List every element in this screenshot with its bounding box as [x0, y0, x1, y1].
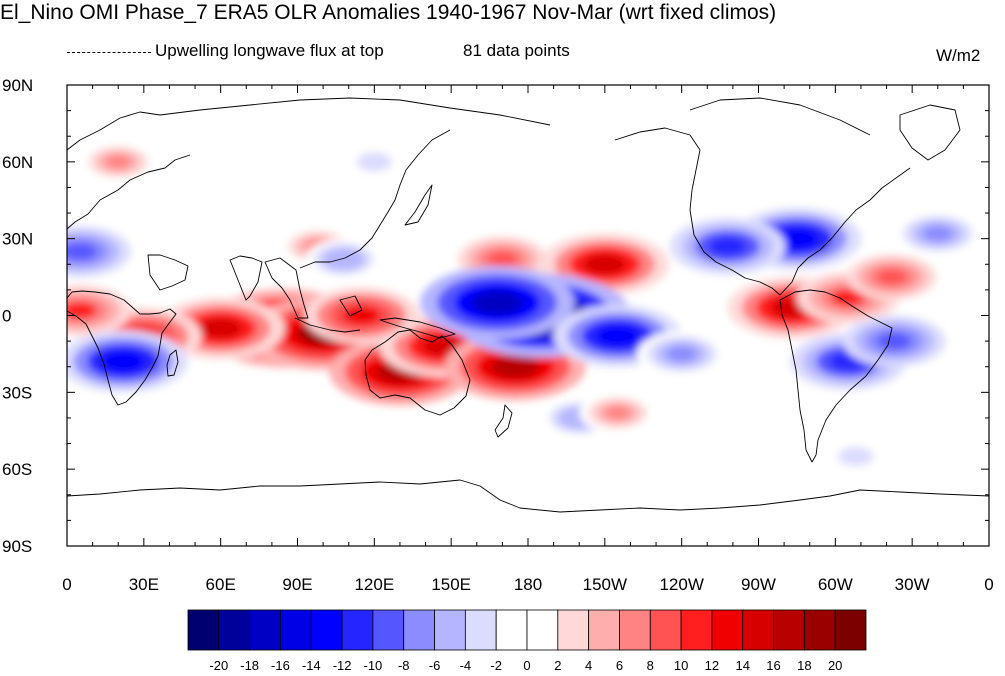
- colorbar-label: -20: [209, 658, 228, 673]
- colorbar-label: 18: [797, 658, 811, 673]
- colorbar-swatch: [187, 609, 220, 651]
- colorbar-swatch: [526, 609, 559, 651]
- colorbar-swatch: [495, 609, 528, 651]
- colorbar-swatch: [249, 609, 281, 651]
- anomaly-blob: [708, 236, 748, 256]
- data-points-label: 81 data points: [463, 41, 570, 60]
- lat-tick-label: 60N: [2, 153, 33, 172]
- anomaly-blob: [877, 332, 912, 350]
- lon-tick-label: 60E: [206, 575, 236, 594]
- colorbar-label: 4: [585, 658, 592, 673]
- anomaly-blob: [922, 225, 953, 242]
- anomaly-blob: [471, 290, 524, 315]
- anomaly-blob: [831, 289, 866, 307]
- lon-tick-label: 60W: [818, 575, 853, 594]
- units-label: W/m2: [936, 46, 981, 65]
- colorbar-swatch: [464, 609, 497, 651]
- lon-tick-label: 150W: [583, 575, 627, 594]
- colorbar-swatch: [773, 609, 805, 651]
- colorbar-swatch: [557, 609, 590, 651]
- colorbar-label: -4: [460, 658, 472, 673]
- anomaly-blob: [67, 242, 97, 261]
- lon-axis-labels: 0 30E 60E 90E 120E 150E 180 150W 120W 90W 60W 30W 0: [62, 575, 993, 594]
- colorbar-label: 12: [705, 658, 719, 673]
- anomaly-blob: [845, 450, 867, 463]
- lon-tick-label: 90W: [741, 575, 776, 594]
- lat-tick-label: 30N: [2, 230, 33, 249]
- colorbar-label: 0: [523, 658, 530, 673]
- lon-tick-label: 0: [62, 575, 71, 594]
- anomaly-blob: [775, 228, 819, 250]
- colorbar-label: -6: [429, 658, 441, 673]
- anomaly-blob: [101, 351, 145, 372]
- colorbar-label: 20: [828, 658, 842, 673]
- colorbar-label: 6: [616, 658, 623, 673]
- dashed-line-legend-icon: [67, 52, 151, 53]
- lon-tick-label: 180: [514, 575, 542, 594]
- lon-tick-label: 120W: [659, 575, 703, 594]
- anomaly-blob: [105, 155, 132, 169]
- colorbar-swatch: [341, 609, 374, 651]
- lat-tick-label: 90S: [2, 537, 32, 556]
- lon-tick-label: 90E: [282, 575, 312, 594]
- lat-axis-labels: 90N 60N 30N 0 30S 60S 90S: [2, 76, 33, 556]
- anomaly-blob: [666, 346, 697, 362]
- colorbar-swatch: [742, 609, 774, 651]
- anomaly-field: [67, 141, 983, 474]
- lon-tick-label: 120E: [354, 575, 394, 594]
- colorbar-swatch: [434, 609, 466, 651]
- colorbar-swatch: [834, 609, 867, 651]
- axis-ticks: [66, 84, 990, 547]
- anomaly-blob: [491, 355, 539, 378]
- anomaly-blob: [876, 269, 907, 285]
- lat-tick-label: 60S: [2, 460, 32, 479]
- colorbar-swatch: [711, 609, 744, 651]
- colorbar-label: -16: [271, 658, 290, 673]
- lat-tick-label: 90N: [2, 76, 33, 95]
- colorbar: -20 -18 -16 -14 -12 -10 -8 -6 -4 -2 0 2 4 6 8 10 12 14 16 1…: [187, 609, 867, 673]
- colorbar-swatch: [310, 609, 343, 651]
- anomaly-blob: [342, 306, 381, 325]
- anomaly-blob: [583, 253, 627, 275]
- colorbar-swatch: [619, 609, 651, 651]
- anomaly-blob: [199, 317, 243, 339]
- colorbar-label: -2: [490, 658, 502, 673]
- colorbar-label: 14: [735, 658, 749, 673]
- lon-tick-label: 0: [984, 575, 993, 594]
- colorbar-label: 16: [766, 658, 780, 673]
- lon-tick-label: 150E: [431, 575, 471, 594]
- colorbar-swatch: [649, 609, 682, 651]
- anomaly-blob: [363, 155, 385, 168]
- colorbar-label: 8: [647, 658, 654, 673]
- colorbar-swatch: [372, 609, 405, 651]
- colorbar-label: 2: [554, 658, 561, 673]
- colorbar-swatch: [403, 609, 435, 651]
- colorbar-swatch: [218, 609, 251, 651]
- colorbar-swatch: [588, 609, 620, 651]
- colorbar-swatch: [803, 609, 836, 651]
- anomaly-blob: [67, 301, 97, 319]
- colorbar-swatch: [280, 609, 312, 651]
- anomaly-blob: [596, 325, 640, 347]
- coastlines: [67, 97, 989, 513]
- colorbar-label: -10: [364, 658, 383, 673]
- lat-tick-label: 30S: [2, 383, 32, 402]
- colorbar-label: -14: [302, 658, 321, 673]
- map-title: El_Nino OMI Phase_7 ERA5 OLR Anomalies 1…: [0, 1, 777, 24]
- colorbar-label: -12: [333, 658, 352, 673]
- colorbar-swatch: [680, 609, 713, 651]
- colorbar-label: -8: [398, 658, 410, 673]
- colorbar-label: 10: [674, 658, 688, 673]
- lat-tick-label: 0: [2, 307, 11, 326]
- lon-tick-label: 30E: [129, 575, 159, 594]
- legend-line-label: Upwelling longwave flux at top: [155, 41, 384, 60]
- anomaly-blob: [604, 406, 631, 420]
- anomaly-blob: [487, 251, 518, 267]
- lon-tick-label: 30W: [895, 575, 930, 594]
- colorbar-label: -18: [240, 658, 259, 673]
